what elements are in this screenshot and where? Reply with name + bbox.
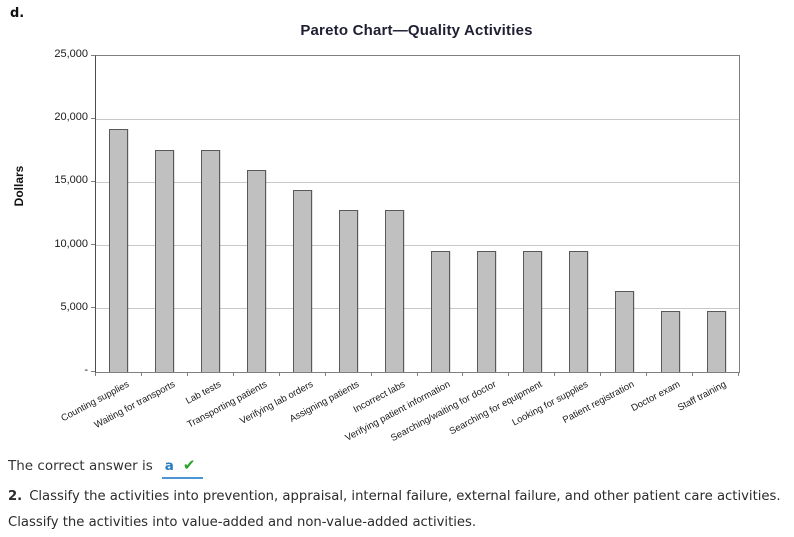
gridline: [96, 118, 739, 120]
section-label: d.: [10, 6, 25, 21]
question-2: 2. Classify the activities into preventio…: [8, 484, 790, 537]
bar: [385, 210, 405, 372]
x-axis-tick: [140, 373, 142, 376]
x-axis-tick: [324, 373, 326, 376]
x-axis-tick: [508, 373, 510, 376]
x-axis-tick: [554, 373, 556, 376]
y-axis-tick: [91, 370, 95, 372]
y-axis-tick: [91, 117, 95, 119]
bar: [614, 291, 634, 372]
x-axis-tick: [95, 373, 96, 376]
x-axis-tick: [370, 373, 372, 376]
bar: [430, 251, 450, 372]
bar: [293, 190, 313, 372]
bar: [522, 251, 542, 372]
y-axis-title: Dollars: [12, 165, 26, 207]
y-axis-tick-label: 15,000: [54, 174, 88, 187]
bar: [706, 311, 726, 372]
bar: [247, 170, 267, 372]
y-axis-tick-label: 25,000: [54, 48, 88, 60]
plot-area: [95, 55, 740, 373]
bar: [660, 311, 680, 372]
y-axis-tick-label: 5,000: [60, 300, 88, 313]
x-axis-tick: [646, 373, 648, 376]
y-axis-tick: [91, 307, 95, 309]
answer-line: The correct answer is a ✔: [8, 456, 203, 479]
y-axis-tick-label: 10,000: [54, 237, 88, 250]
bar: [155, 150, 175, 372]
correct-check-icon: ✔: [182, 456, 196, 474]
question-number: 2.: [8, 489, 23, 504]
y-axis-tick: [91, 244, 95, 246]
answer-value[interactable]: a: [164, 458, 174, 474]
x-axis-tick: [462, 373, 464, 376]
bar: [109, 129, 129, 372]
bar: [339, 210, 359, 372]
x-axis-tick: [232, 373, 234, 376]
x-axis-tick: [600, 373, 602, 376]
question-text: Classify the activities into prevention,…: [8, 489, 781, 531]
x-axis-tick: [186, 373, 188, 376]
y-axis-tick: [91, 180, 95, 182]
gridline: [96, 181, 739, 183]
x-axis-tick: [692, 373, 694, 376]
answer-prefix: The correct answer is: [8, 458, 153, 474]
y-axis-tick-label: -: [84, 364, 88, 376]
answer-link[interactable]: a ✔: [161, 456, 203, 479]
bar: [476, 251, 496, 372]
bar: [201, 150, 221, 372]
gridline: [96, 245, 739, 247]
x-axis-tick: [278, 373, 280, 376]
chart-title: Pareto Chart—Quality Activities: [300, 22, 533, 39]
y-axis-tick-label: 20,000: [54, 111, 88, 124]
pareto-chart: Pareto Chart—Quality Activities Dollars …: [12, 22, 740, 444]
x-axis-tick: [738, 373, 739, 376]
bar: [568, 251, 588, 372]
gridline: [96, 308, 739, 310]
y-axis-tick: [91, 54, 95, 56]
x-axis-tick: [416, 373, 418, 376]
